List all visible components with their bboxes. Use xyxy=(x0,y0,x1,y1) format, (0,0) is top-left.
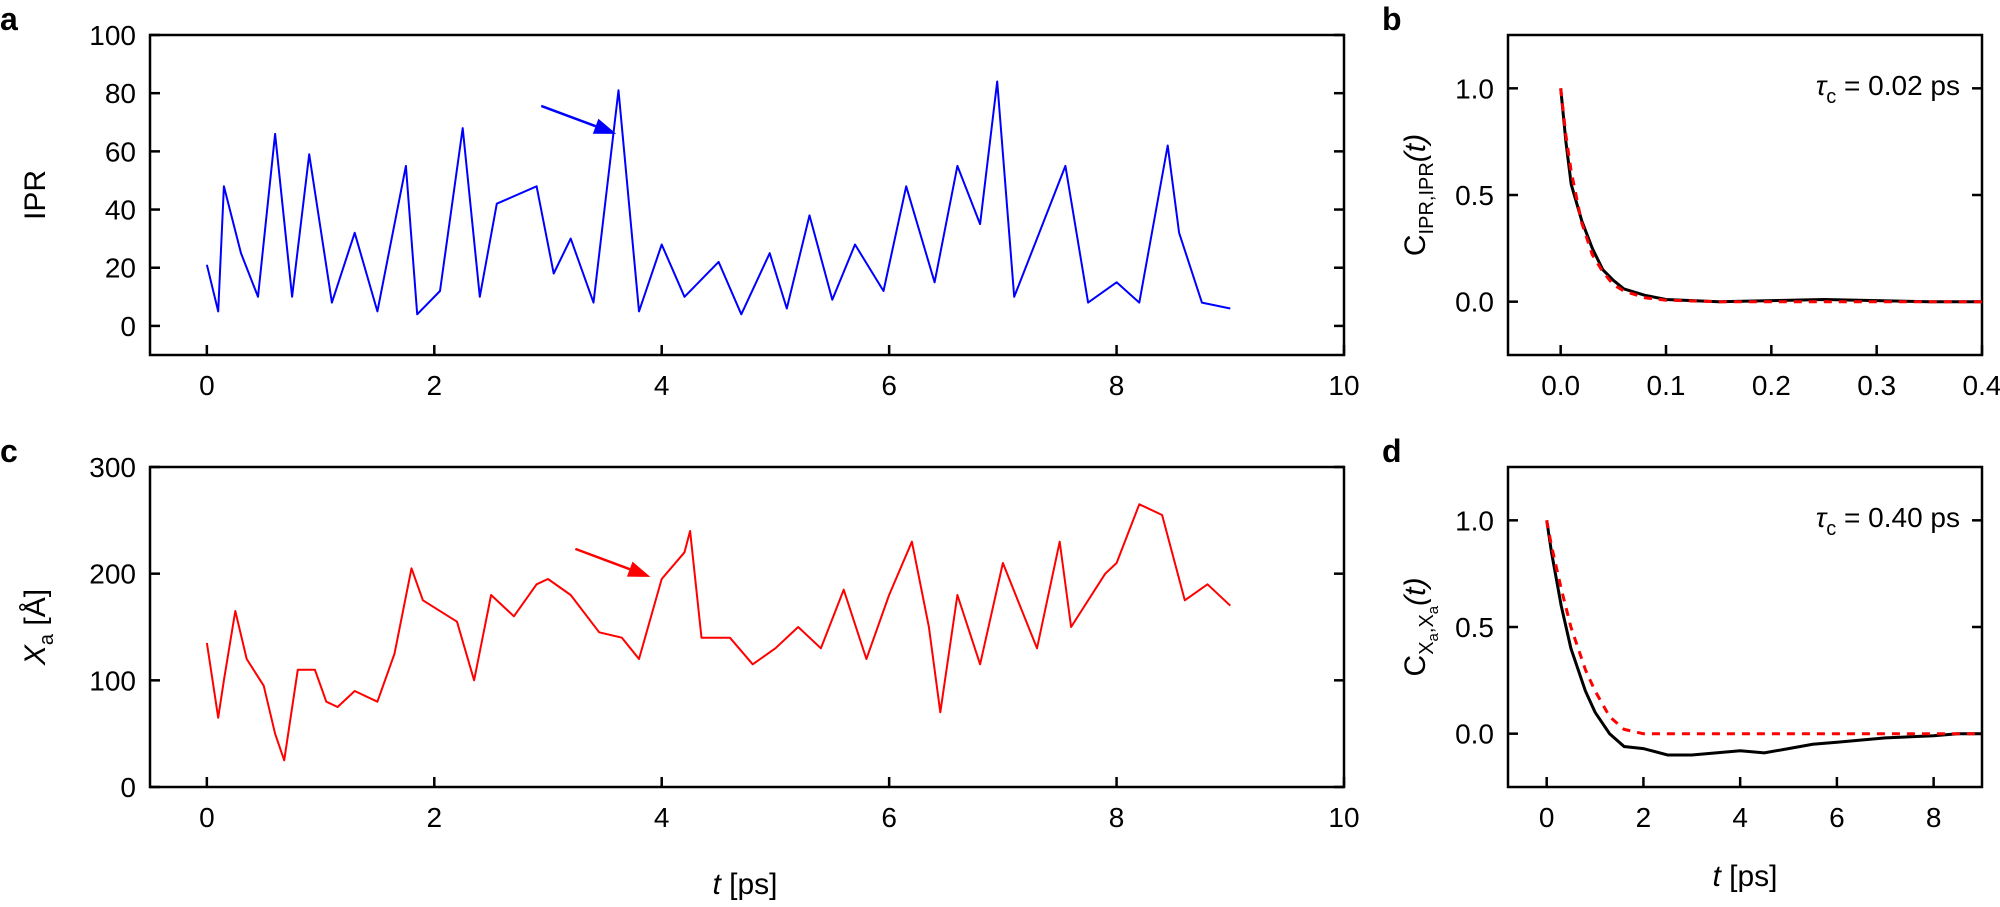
y-tick-label: 1.0 xyxy=(1455,505,1494,536)
y-axis-label-b: CIPR,IPR(t) xyxy=(1399,134,1438,256)
tau-annotation-d: τc = 0.40 ps xyxy=(1816,502,1960,540)
tau-annotation-b: τc = 0.02 ps xyxy=(1816,70,1960,108)
x-tick-label: 6 xyxy=(1829,802,1845,833)
y-axis-label-c: Xa [Å] xyxy=(19,589,58,666)
x-tick-label: 0.2 xyxy=(1752,370,1791,401)
chart-xa-autocorrelation: 0 2 4 6 8 0.0 0.5 1.0 τc = 0.40 ps CXa,Xa(t) xyxy=(1399,465,1984,833)
y-axis-label-d: CXa,Xa(t) xyxy=(1399,578,1442,677)
arrow-head xyxy=(626,561,651,577)
arrow-head xyxy=(592,118,617,134)
y-tick-label: 0.0 xyxy=(1455,287,1494,318)
chart-ipr-autocorrelation: 0.0 0.1 0.2 0.3 0.4 0.0 0.5 1.0 τc = 0.02 ps CI… xyxy=(1399,33,2000,401)
x-tick-label: 10 xyxy=(1328,370,1359,401)
x-tick-label: 6 xyxy=(881,370,897,401)
x-tick-label: 10 xyxy=(1328,802,1359,833)
acf-series-line-d xyxy=(1545,520,1982,757)
plot-frame-c xyxy=(148,465,1346,789)
y-tick-label: 100 xyxy=(89,20,136,51)
fit-series-line-d xyxy=(1545,520,1982,736)
y-tick-label: 20 xyxy=(105,253,136,284)
arrow-shaft xyxy=(574,547,631,571)
panel-label-d: d xyxy=(1382,433,1402,469)
y-tick-label: 0.0 xyxy=(1455,719,1494,750)
x-tick-label: 0.4 xyxy=(1963,370,2000,401)
ipr-series-line xyxy=(205,80,1231,316)
x-tick-label: 0.3 xyxy=(1857,370,1896,401)
arrow-annotation-c xyxy=(574,547,651,577)
arrow-shaft xyxy=(540,104,597,128)
y-tick-label: 0.5 xyxy=(1455,612,1494,643)
y-axis-label-a: IPR xyxy=(19,170,52,220)
panel-label-c: c xyxy=(0,433,18,469)
arrow-annotation-a xyxy=(540,104,617,134)
y-tick-label: 80 xyxy=(105,78,136,109)
plot-frame-a xyxy=(148,33,1346,357)
y-tick-label: 40 xyxy=(105,195,136,226)
x-tick-label: 0.1 xyxy=(1647,370,1686,401)
x-axis-label-d: t [ps] xyxy=(1712,860,1777,893)
x-tick-label: 0 xyxy=(1539,802,1555,833)
x-tick-label: 4 xyxy=(654,370,670,401)
x-tick-label: 4 xyxy=(1732,802,1748,833)
panel-label-b: b xyxy=(1382,1,1402,37)
x-tick-label: 2 xyxy=(1636,802,1652,833)
x-tick-label: 0.0 xyxy=(1541,370,1580,401)
ticks-d: 0 2 4 6 8 0.0 0.5 1.0 xyxy=(1455,505,1982,833)
x-tick-label: 8 xyxy=(1109,802,1125,833)
x-tick-label: 2 xyxy=(426,370,442,401)
y-tick-label: 0 xyxy=(120,772,136,803)
x-tick-label: 8 xyxy=(1926,802,1942,833)
x-tick-label: 0 xyxy=(199,370,215,401)
y-tick-label: 0.5 xyxy=(1455,180,1494,211)
y-tick-label: 100 xyxy=(89,665,136,696)
x-tick-label: 8 xyxy=(1109,370,1125,401)
panel-label-a: a xyxy=(0,1,18,37)
y-tick-label: 60 xyxy=(105,136,136,167)
xa-series-line xyxy=(205,503,1231,762)
y-tick-label: 300 xyxy=(89,452,136,483)
x-tick-label: 0 xyxy=(199,802,215,833)
fit-series-line-b xyxy=(1559,88,1982,304)
x-tick-label: 2 xyxy=(426,802,442,833)
ticks-b: 0.0 0.1 0.2 0.3 0.4 0.0 0.5 1.0 xyxy=(1455,73,2000,401)
y-tick-label: 200 xyxy=(89,559,136,590)
x-tick-label: 4 xyxy=(654,802,670,833)
x-tick-label: 6 xyxy=(881,802,897,833)
y-tick-label: 1.0 xyxy=(1455,73,1494,104)
acf-series-line-b xyxy=(1559,88,1982,304)
x-axis-label-c: t [ps] xyxy=(712,868,777,901)
y-tick-label: 0 xyxy=(120,311,136,342)
